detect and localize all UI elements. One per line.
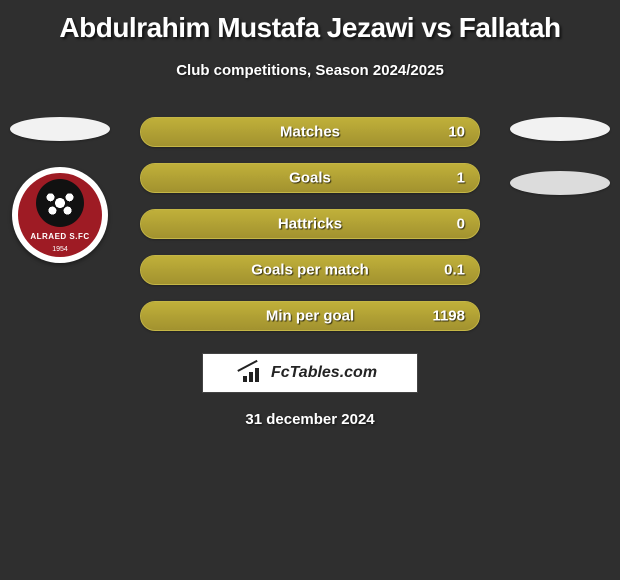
team-badge-left[interactable]: ALRAED S.FC 1954 bbox=[12, 167, 108, 263]
bar-chart-icon bbox=[243, 364, 265, 382]
bar-value: 1 bbox=[457, 170, 465, 187]
bar-label: Min per goal bbox=[266, 308, 354, 325]
page-title: Abdulrahim Mustafa Jezawi vs Fallatah bbox=[0, 0, 620, 44]
bar-label: Matches bbox=[280, 124, 340, 141]
right-column bbox=[510, 117, 610, 225]
body: ALRAED S.FC 1954 Matches 10 Goals 1 Hatt… bbox=[0, 117, 620, 477]
badge-year: 1954 bbox=[12, 246, 108, 253]
brand-text: FcTables.com bbox=[271, 364, 377, 382]
stat-bar-goals-per-match: Goals per match 0.1 bbox=[140, 255, 480, 285]
brand-box[interactable]: FcTables.com bbox=[202, 353, 418, 393]
country-ellipse-left bbox=[10, 117, 110, 141]
stat-bar-hattricks: Hattricks 0 bbox=[140, 209, 480, 239]
left-column: ALRAED S.FC 1954 bbox=[10, 117, 110, 263]
stat-bar-min-per-goal: Min per goal 1198 bbox=[140, 301, 480, 331]
bar-value: 1198 bbox=[432, 308, 465, 325]
team-ellipse-right bbox=[510, 171, 610, 195]
bar-label: Hattricks bbox=[278, 216, 342, 233]
bar-label: Goals bbox=[289, 170, 331, 187]
bar-value: 0.1 bbox=[444, 262, 465, 279]
country-ellipse-right bbox=[510, 117, 610, 141]
bar-value: 0 bbox=[457, 216, 465, 233]
bar-value: 10 bbox=[448, 124, 465, 141]
date-text: 31 december 2024 bbox=[245, 411, 374, 428]
badge-text: ALRAED S.FC bbox=[12, 232, 108, 241]
stat-bar-goals: Goals 1 bbox=[140, 163, 480, 193]
stat-bars: Matches 10 Goals 1 Hattricks 0 Goals per… bbox=[140, 117, 480, 331]
soccer-ball-icon bbox=[36, 179, 84, 227]
page-subtitle: Club competitions, Season 2024/2025 bbox=[0, 62, 620, 79]
bar-label: Goals per match bbox=[251, 262, 369, 279]
comparison-card: Abdulrahim Mustafa Jezawi vs Fallatah Cl… bbox=[0, 0, 620, 580]
stat-bar-matches: Matches 10 bbox=[140, 117, 480, 147]
